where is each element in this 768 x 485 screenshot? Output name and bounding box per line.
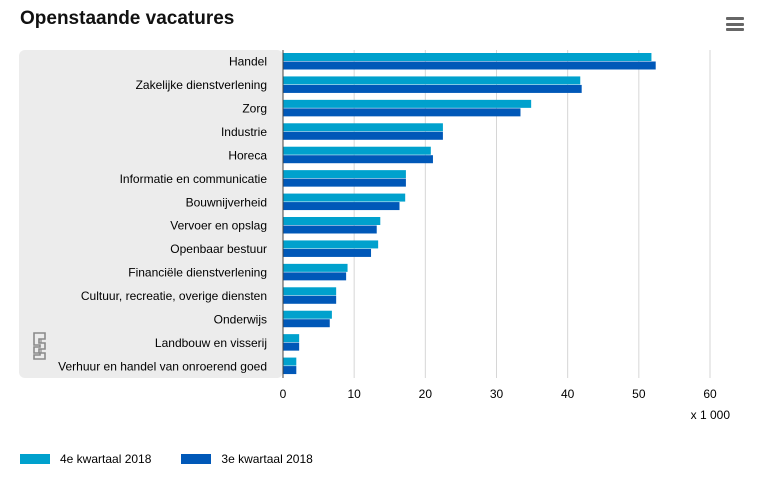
bar-series-1[interactable] [283, 170, 406, 179]
category-label: Openbaar bestuur [170, 242, 267, 256]
x-tick-label: 10 [347, 387, 361, 401]
legend-label: 3e kwartaal 2018 [221, 452, 313, 466]
bar-series-2[interactable] [283, 131, 443, 140]
bar-series-1[interactable] [283, 334, 300, 343]
legend-swatch [181, 454, 212, 464]
category-label: Zorg [242, 102, 267, 116]
category-label: Horeca [228, 148, 267, 162]
bar-series-2[interactable] [283, 319, 330, 328]
bar-series-2[interactable] [283, 342, 300, 351]
legend-item[interactable]: 4e kwartaal 2018 [20, 452, 151, 466]
category-label: Financiële dienstverlening [128, 266, 267, 280]
bar-series-2[interactable] [283, 248, 372, 257]
category-label: Verhuur en handel van onroerend goed [58, 359, 267, 373]
category-label: Zakelijke dienstverlening [136, 78, 267, 92]
category-label: Bouwnijverheid [186, 195, 267, 209]
bar-series-2[interactable] [283, 84, 582, 93]
bar-series-1[interactable] [283, 76, 581, 85]
bar-series-2[interactable] [283, 178, 406, 187]
category-label: Handel [229, 55, 267, 69]
bars [283, 53, 656, 375]
x-unit-label: x 1 000 [691, 408, 731, 422]
bar-series-1[interactable] [283, 123, 443, 132]
bar-series-1[interactable] [283, 99, 532, 108]
bar-chart: Handel Zakelijke dienstverlening Zorg Indus… [19, 50, 731, 422]
bar-series-1[interactable] [283, 287, 337, 296]
gridlines [353, 50, 711, 378]
bar-series-1[interactable] [283, 53, 652, 61]
bar-series-1[interactable] [283, 310, 332, 319]
x-tick-label: 50 [632, 387, 646, 401]
category-label: Industrie [221, 125, 267, 139]
bar-series-1[interactable] [283, 217, 381, 225]
cbs-logo [33, 332, 46, 360]
category-label: Vervoer en opslag [170, 219, 267, 233]
x-tick-label: 40 [561, 387, 575, 401]
bar-series-2[interactable] [283, 108, 521, 117]
x-tick-label: 20 [419, 387, 433, 401]
bar-series-2[interactable] [283, 272, 347, 281]
category-panel [19, 50, 283, 378]
x-tick-label: 0 [280, 387, 287, 401]
category-label: Informatie en communicatie [120, 172, 268, 186]
bar-series-2[interactable] [283, 366, 297, 375]
x-tick-labels: 0 10 20 30 40 50 60 [280, 387, 717, 401]
chart-title: Openstaande vacatures [20, 8, 235, 29]
bar-series-1[interactable] [283, 263, 348, 272]
bar-series-1[interactable] [283, 357, 297, 366]
category-label: Landbouw en visserij [155, 336, 267, 350]
legend-swatch [20, 454, 50, 464]
bar-series-2[interactable] [283, 61, 656, 70]
x-tick-label: 30 [490, 387, 504, 401]
bar-series-1[interactable] [283, 240, 379, 249]
bar-series-2[interactable] [283, 295, 337, 304]
legend-label: 4e kwartaal 2018 [60, 452, 152, 466]
category-labels: Handel Zakelijke dienstverlening Zorg Indus… [58, 55, 267, 374]
category-label: Cultuur, recreatie, overige diensten [81, 289, 267, 303]
bar-series-2[interactable] [283, 202, 400, 211]
x-tick-label: 60 [703, 387, 717, 401]
hamburger-menu-icon[interactable] [723, 12, 747, 36]
bar-series-1[interactable] [283, 146, 431, 155]
legend: 4e kwartaal 2018 3e kwartaal 2018 [20, 452, 343, 466]
bar-series-2[interactable] [283, 155, 433, 164]
category-label: Onderwijs [214, 312, 267, 326]
legend-item[interactable]: 3e kwartaal 2018 [181, 452, 313, 466]
bar-series-1[interactable] [283, 193, 406, 202]
bar-series-2[interactable] [283, 225, 377, 234]
